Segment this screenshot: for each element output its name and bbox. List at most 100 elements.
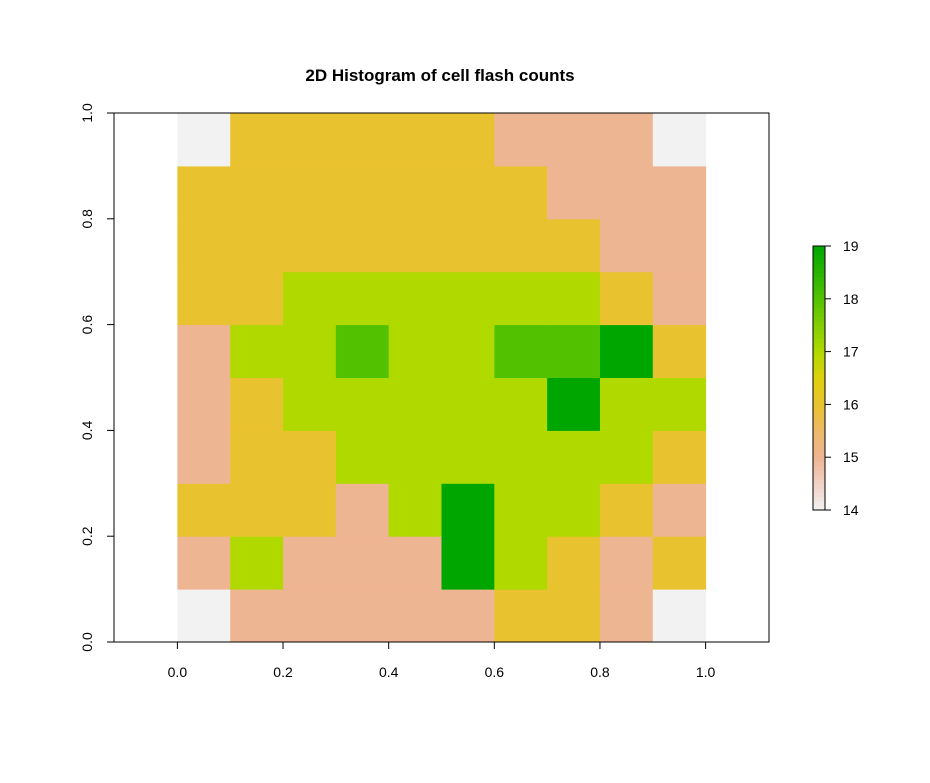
colorbar-segment: [813, 364, 825, 370]
heatmap-cell: [177, 536, 231, 590]
heatmap-cell: [547, 165, 601, 220]
heatmap-cell: [335, 430, 390, 484]
heatmap-cell: [388, 377, 442, 431]
colorbar-segment: [813, 505, 825, 511]
heatmap-cell: [230, 589, 284, 643]
heatmap-cell: [441, 271, 495, 326]
colorbar-segment: [813, 285, 825, 291]
heatmap-cell: [547, 536, 601, 590]
heatmap-cell: [652, 536, 707, 590]
x-tick-label: 0.8: [590, 664, 610, 680]
heatmap-cell: [652, 218, 707, 273]
colorbar-segment: [813, 369, 825, 375]
heatmap-cell: [494, 324, 548, 378]
colorbar-segment: [813, 272, 825, 278]
colorbar-segment: [813, 347, 825, 353]
heatmap-cell: [547, 483, 601, 537]
heatmap-cell: [441, 113, 495, 167]
heatmap-cell: [494, 271, 548, 326]
y-tick-label: 0.4: [79, 420, 95, 440]
colorbar-segment: [813, 351, 825, 357]
colorbar-segment: [813, 276, 825, 282]
heatmap-cell: [652, 589, 707, 643]
colorbar-frame: [812, 245, 826, 511]
heatmap-cell: [652, 165, 707, 220]
heatmap-cell: [283, 536, 337, 590]
colorbar-segment: [813, 312, 825, 317]
colorbar-segment: [813, 320, 825, 326]
colorbar-segment: [813, 430, 825, 436]
heatmap-cell: [230, 218, 284, 273]
heatmap-cell: [177, 324, 231, 378]
colorbar-segment: [813, 290, 825, 295]
heatmap-cell: [177, 165, 231, 220]
colorbar-segment: [813, 479, 825, 485]
colorbar-segment: [813, 413, 825, 419]
heatmap-cell: [599, 324, 654, 378]
heatmap-cell: [441, 483, 495, 537]
x-tick-label: 1.0: [696, 664, 716, 680]
colorbar-segment: [813, 483, 825, 489]
colorbar-segment: [813, 439, 825, 445]
heatmap-cell: [494, 218, 548, 273]
heatmap-cell: [283, 113, 337, 167]
heatmap-cell: [230, 113, 284, 167]
heatmap-cell: [230, 324, 284, 378]
heatmap-cell: [494, 377, 548, 431]
heatmap-cell: [335, 324, 390, 378]
heatmap-cell: [547, 271, 601, 326]
colorbar-segment: [813, 466, 825, 471]
heatmap-cell: [283, 218, 337, 273]
colorbar-tick-label: 15: [843, 449, 859, 465]
colorbar-segment: [813, 488, 825, 493]
heatmap-cell: [599, 483, 654, 537]
colorbar-segment: [813, 254, 825, 260]
colorbar-segment: [813, 422, 825, 427]
colorbar-segment: [813, 492, 825, 498]
heatmap-cell: [547, 218, 601, 273]
colorbar-segment: [813, 461, 825, 467]
colorbar-segment: [813, 448, 825, 454]
colorbar-segment: [813, 250, 825, 256]
x-axis: 0.0 0.2 0.4 0.6 0.8 1.0: [168, 641, 716, 680]
heatmap-cell: [547, 430, 601, 484]
heatmap-cell: [547, 377, 601, 431]
x-tick-label: 0.2: [273, 664, 293, 680]
heatmap-cell: [230, 536, 284, 590]
heatmap-cell: [547, 324, 601, 378]
colorbar-segment: [813, 400, 825, 405]
heatmap-cell: [283, 430, 337, 484]
heatmap-cell: [652, 377, 707, 431]
heatmap-cell: [177, 483, 231, 537]
heatmap-cell: [230, 271, 284, 326]
heatmap-cell: [335, 483, 390, 537]
heatmap-cell: [599, 113, 654, 167]
heatmap-cell: [177, 430, 231, 484]
heatmap-cell: [599, 271, 654, 326]
heatmap-cell: [652, 113, 707, 167]
heatmap-cell: [388, 271, 442, 326]
heatmap-cell: [441, 430, 495, 484]
colorbar-segment: [813, 404, 825, 410]
heatmap-cell: [335, 113, 390, 167]
y-axis: 0.0 0.2 0.4 0.6 0.8 1.0: [79, 103, 114, 652]
colorbar-segment: [813, 325, 825, 331]
heatmap-cell: [388, 483, 442, 537]
colorbar-segment: [813, 246, 825, 251]
heatmap-cell: [177, 218, 231, 273]
heatmap-cell: [283, 165, 337, 220]
heatmap-cell: [547, 113, 601, 167]
heatmap-cell: [494, 589, 548, 643]
heatmap-cell: [599, 377, 654, 431]
x-tick-label: 0.4: [379, 664, 399, 680]
heatmap-cell: [599, 218, 654, 273]
heatmap-cell: [599, 589, 654, 643]
heatmap-cell: [388, 589, 442, 643]
heatmap-cell: [177, 589, 231, 643]
colorbar-segment: [813, 386, 825, 392]
colorbar-segment: [813, 426, 825, 432]
heatmap-cell: [335, 589, 390, 643]
heatmap-cell: [599, 536, 654, 590]
heatmap-cell: [388, 536, 442, 590]
heatmap-cell: [335, 536, 390, 590]
